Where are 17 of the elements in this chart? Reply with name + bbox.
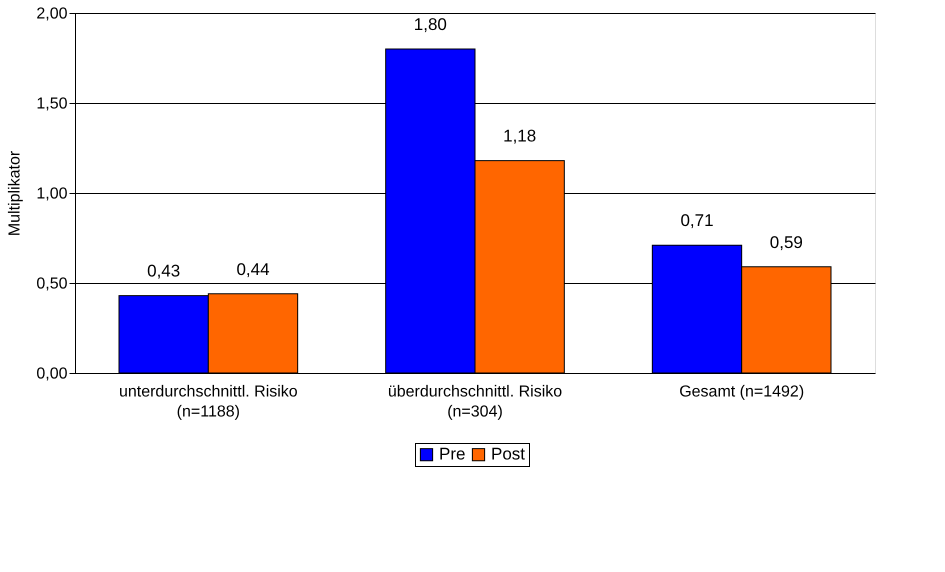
- data-label: 0,44: [236, 260, 270, 279]
- data-label: 0,59: [770, 232, 803, 252]
- legend-label: Post: [491, 444, 526, 464]
- y-tick-label: 2,00: [36, 6, 68, 22]
- y-tick-label: 1,50: [36, 96, 68, 112]
- legend-label: Pre: [439, 444, 466, 464]
- y-axis-title: Multiplikator: [6, 150, 24, 236]
- x-tick-label: überdurchschnittl. Risiko (n=304): [388, 384, 562, 420]
- x-tick-label: unterdurchschnittl. Risiko (n=1188): [118, 384, 298, 420]
- y-tick-label: 0,00: [36, 366, 68, 382]
- data-label: 0,43: [147, 262, 180, 281]
- y-tick-label: 0,50: [36, 276, 68, 292]
- data-label: 1,80: [414, 15, 447, 34]
- data-label: 0,71: [680, 211, 714, 230]
- data-label: 1,18: [503, 126, 536, 146]
- y-tick-label: 1,00: [36, 186, 68, 202]
- x-tick-label: Gesamt (n=1492): [679, 384, 804, 400]
